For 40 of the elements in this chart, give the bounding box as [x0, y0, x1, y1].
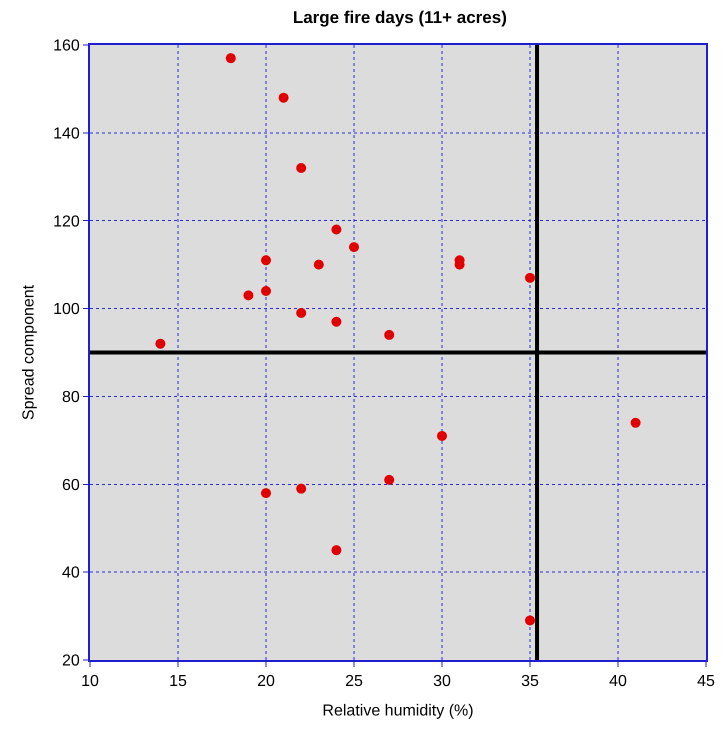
y-tick-label: 160 — [53, 38, 80, 55]
point — [261, 286, 271, 296]
y-tick-label: 140 — [53, 125, 80, 142]
point — [525, 615, 535, 626]
point — [261, 488, 271, 498]
point — [314, 260, 324, 270]
x-tick-label: 20 — [257, 673, 275, 690]
point — [226, 53, 236, 64]
point — [630, 418, 641, 428]
point — [331, 224, 342, 234]
x-axis-title: Relative humidity (%) — [322, 702, 474, 720]
point — [155, 338, 166, 349]
point — [525, 272, 535, 283]
x-tick-label: 30 — [433, 673, 451, 690]
point — [261, 255, 271, 266]
point — [296, 163, 306, 173]
point — [437, 430, 447, 441]
chart-title: Large fire days (11+ acres) — [292, 8, 507, 27]
x-tick-label: 25 — [345, 673, 363, 690]
y-tick-label: 60 — [62, 476, 80, 494]
x-tick-label: 40 — [609, 673, 627, 690]
point — [243, 290, 254, 300]
point — [349, 242, 359, 252]
point — [331, 545, 342, 556]
point — [331, 316, 342, 327]
x-tick-label: 10 — [81, 673, 99, 690]
point — [296, 484, 306, 494]
point — [384, 330, 394, 340]
point — [384, 474, 394, 485]
point — [296, 308, 306, 318]
x-tick-label: 15 — [169, 673, 187, 690]
y-tick-label: 120 — [53, 213, 80, 230]
point — [278, 92, 289, 103]
y-tick-label: 40 — [62, 564, 80, 582]
y-tick-label: 80 — [62, 389, 80, 406]
y-tick-label: 20 — [62, 652, 80, 670]
x-tick-label: 45 — [697, 673, 715, 690]
x-tick-label: 35 — [521, 673, 539, 690]
y-tick-label: 100 — [53, 301, 80, 318]
y-axis-title: Spread component — [20, 284, 38, 420]
